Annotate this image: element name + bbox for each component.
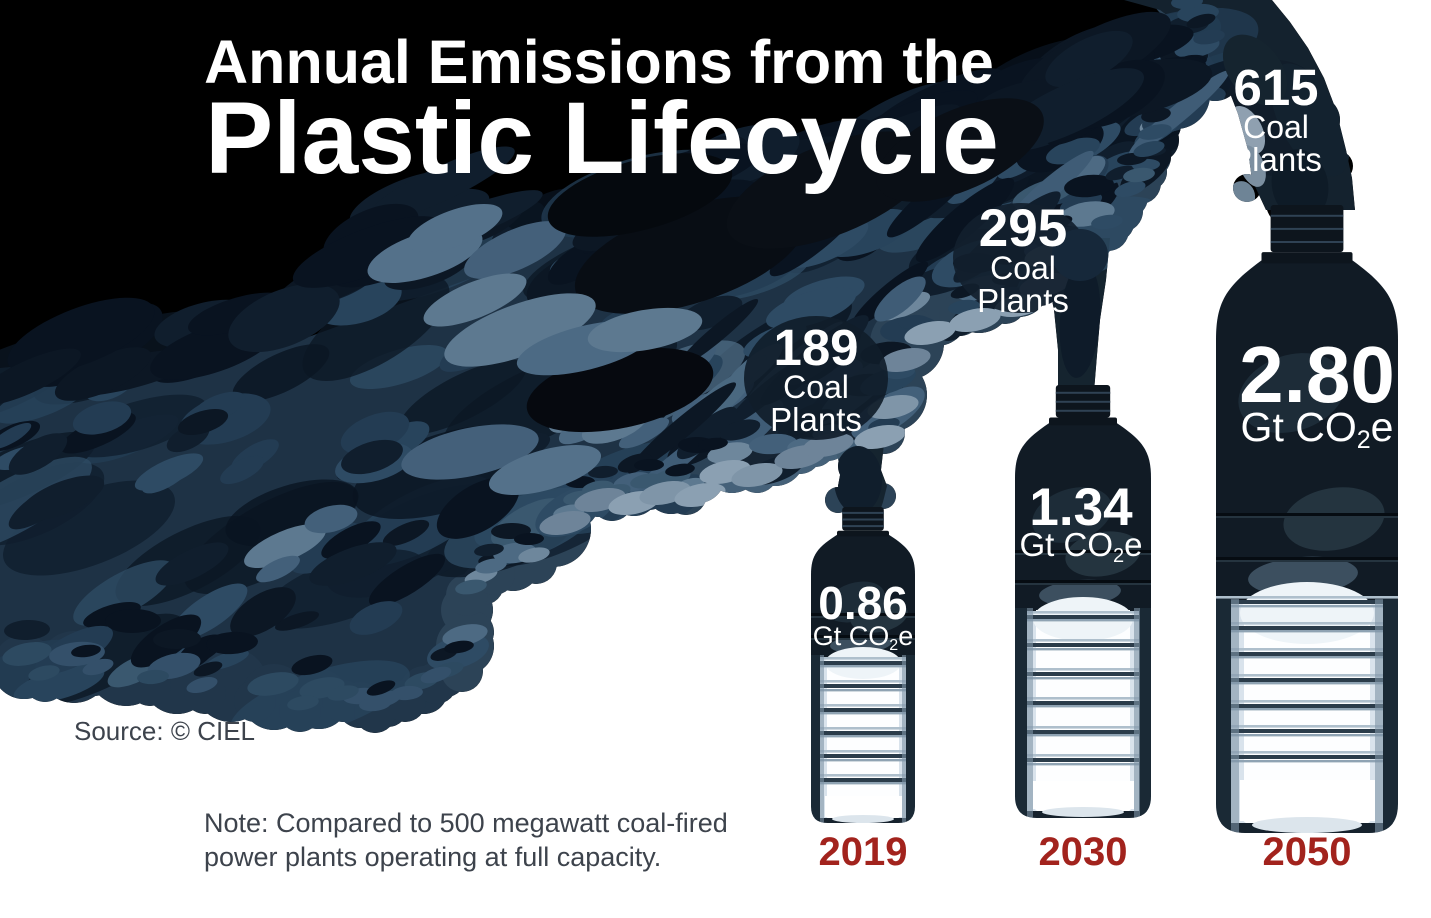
svg-text:Gt CO2e: Gt CO2e <box>1241 404 1394 454</box>
svg-text:295: 295 <box>979 199 1067 258</box>
svg-text:2019: 2019 <box>819 830 908 874</box>
svg-text:Note: Compared to 500 megawatt: Note: Compared to 500 megawatt coal-fire… <box>204 808 728 838</box>
svg-text:1.34: 1.34 <box>1029 478 1133 537</box>
svg-text:Annual Emissions from the: Annual Emissions from the <box>204 28 994 96</box>
svg-text:2030: 2030 <box>1039 830 1128 874</box>
svg-text:Plants: Plants <box>1230 141 1322 178</box>
svg-text:Coal: Coal <box>783 369 849 405</box>
svg-text:Coal: Coal <box>1243 109 1309 145</box>
svg-text:power plants operating at full: power plants operating at full capacity. <box>204 842 661 872</box>
svg-text:Plants: Plants <box>770 401 862 438</box>
svg-text:189: 189 <box>773 319 858 376</box>
svg-text:0.86: 0.86 <box>818 577 908 629</box>
svg-text:Gt CO2e: Gt CO2e <box>813 621 913 654</box>
svg-text:Coal: Coal <box>990 250 1056 286</box>
svg-text:2050: 2050 <box>1263 830 1352 874</box>
svg-text:Source: © CIEL: Source: © CIEL <box>74 716 255 746</box>
svg-text:615: 615 <box>1233 59 1318 116</box>
svg-text:2.80: 2.80 <box>1239 330 1395 419</box>
svg-text:Plants: Plants <box>977 282 1069 319</box>
svg-text:Plastic Lifecycle: Plastic Lifecycle <box>205 81 999 195</box>
svg-text:Gt CO2e: Gt CO2e <box>1020 526 1143 567</box>
